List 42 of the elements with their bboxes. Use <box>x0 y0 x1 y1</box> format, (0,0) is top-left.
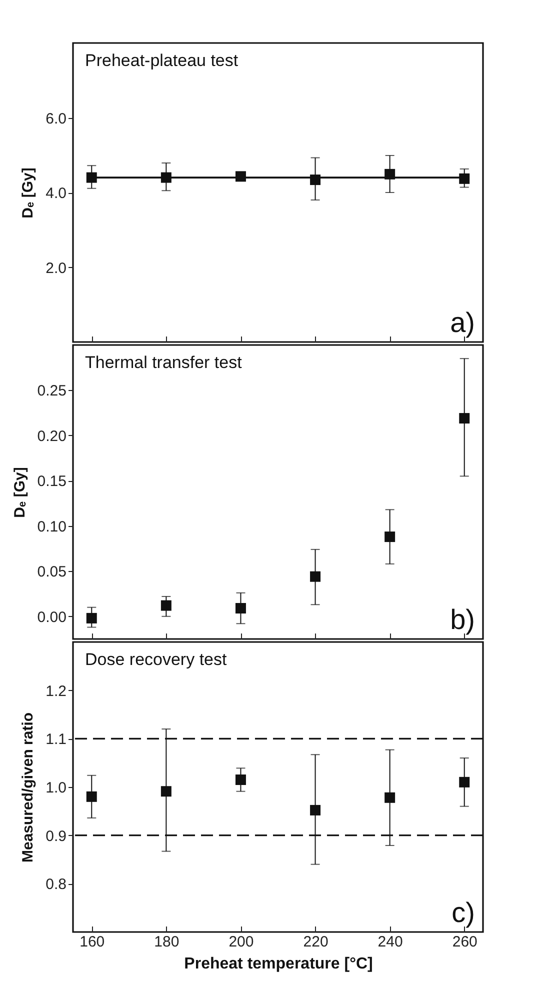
y-tick-label: 0.20 <box>37 428 66 445</box>
annotation: b) <box>450 604 475 635</box>
y-tick-label: 0.15 <box>37 473 66 490</box>
point <box>235 774 246 785</box>
y-tick-label: 0.8 <box>46 876 66 894</box>
x-tick-label: 240 <box>378 934 403 950</box>
y-tick-label: 0.25 <box>37 382 66 400</box>
text: Dose recovery test <box>85 650 227 669</box>
point <box>86 791 97 802</box>
y-tick-label: 0.00 <box>37 608 66 626</box>
y-tick-label: 1.1 <box>46 731 66 748</box>
x-tick-label: 220 <box>303 934 328 950</box>
point <box>459 776 470 788</box>
point <box>384 792 396 803</box>
point <box>310 804 321 816</box>
annotation: c) <box>452 897 475 928</box>
y-tick-label: 0.10 <box>37 518 66 536</box>
y-tick-label: 0.9 <box>46 828 66 845</box>
point <box>160 600 172 611</box>
point <box>160 786 172 797</box>
y-tick-label: 0.05 <box>37 564 66 581</box>
x-tick-label: 180 <box>154 934 180 950</box>
x-tick-label: 200 <box>228 934 254 950</box>
point <box>459 413 470 424</box>
x-tick-label: 160 <box>80 934 105 950</box>
point <box>384 532 396 542</box>
y-tick-label: 2.0 <box>46 260 66 277</box>
y-axis-title: Measured/given ratio <box>20 712 37 863</box>
point <box>310 571 321 582</box>
y-axis-title: Dₑ [Gy] <box>11 467 28 518</box>
y-tick-label: 1.2 <box>46 682 66 700</box>
y-tick-label: 1.0 <box>46 780 66 796</box>
y-tick-label: 6.0 <box>46 110 66 128</box>
point <box>86 612 97 624</box>
y-tick-label: 4.0 <box>46 185 66 202</box>
text: Thermal transfer test <box>85 353 242 372</box>
x-tick-label: 260 <box>452 934 478 950</box>
y-axis-title: Dₑ [Gy] <box>20 168 37 218</box>
annotation: a) <box>450 307 475 338</box>
chart-title: Preheat-plateau test <box>85 51 238 70</box>
point <box>235 603 246 614</box>
x-axis-title: Preheat temperature [°C] <box>184 956 373 972</box>
